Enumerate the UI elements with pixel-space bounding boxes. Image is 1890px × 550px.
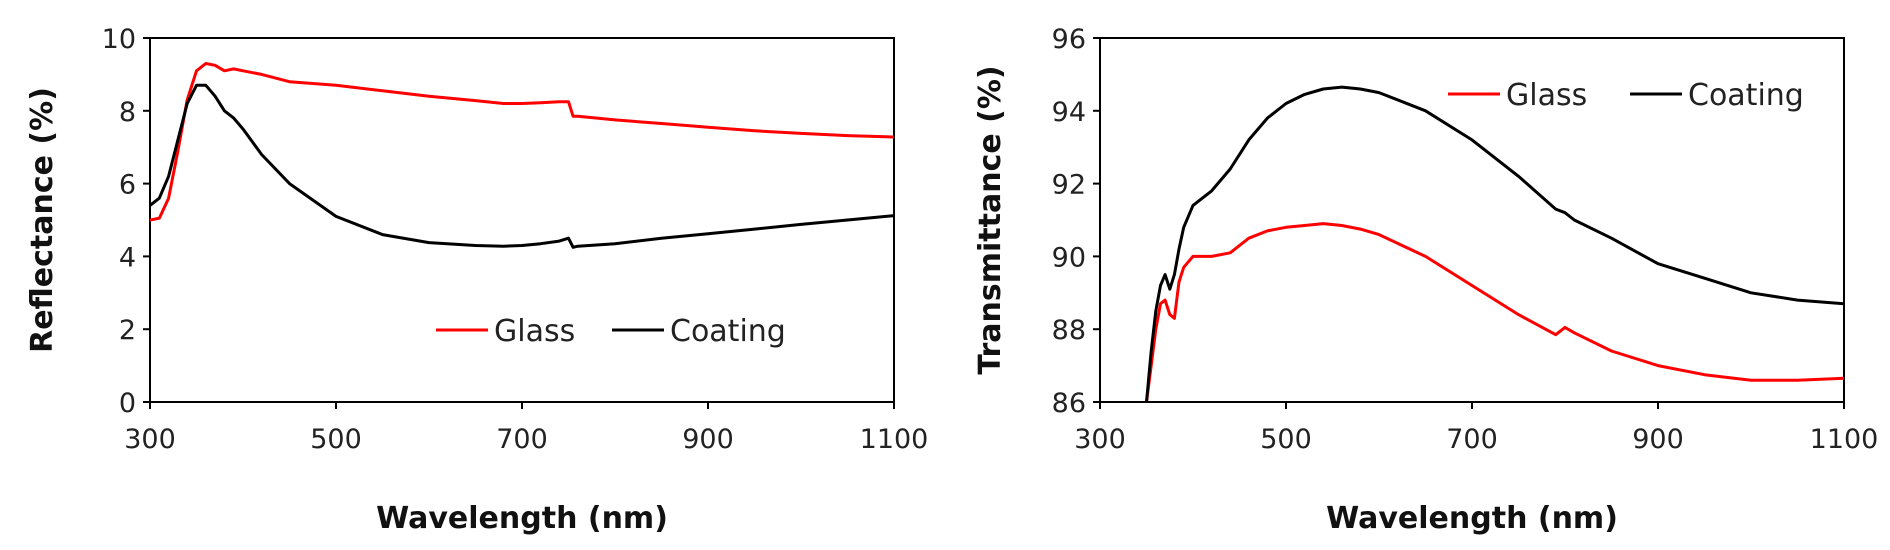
reflectance-y-ticks: 0 2 4 6 8 10: [102, 24, 150, 419]
transmittance-x-tick-label: 300: [1074, 424, 1126, 455]
reflectance-y-tick-label: 10: [102, 24, 136, 55]
reflectance-series-coating: [150, 83, 894, 249]
transmittance-x-tick-label: 1100: [1810, 424, 1879, 455]
transmittance-chart: 86 88 90 92 94 96 300 500 700 900 1100 Wavelength…: [973, 24, 1878, 536]
transmittance-legend: Glass Coating: [1448, 78, 1804, 113]
transmittance-x-tick-label: 500: [1260, 424, 1312, 455]
reflectance-x-tick-label: 900: [682, 424, 734, 455]
transmittance-x-axis-title: Wavelength (nm): [1326, 501, 1618, 536]
reflectance-legend: Glass Coating: [436, 314, 786, 349]
transmittance-legend-coating-label: Coating: [1688, 78, 1804, 113]
reflectance-y-tick-label: 2: [119, 315, 136, 346]
transmittance-y-ticks: 86 88 90 92 94 96: [1052, 24, 1100, 419]
reflectance-x-ticks: 300 500 700 900 1100: [124, 402, 928, 455]
transmittance-x-ticks: 300 500 700 900 1100: [1074, 402, 1878, 455]
reflectance-chart: 0 2 4 6 8 10 300 500 700 900 1100 Wavelength (nm)…: [25, 24, 928, 536]
reflectance-y-tick-label: 0: [119, 388, 136, 419]
transmittance-y-tick-label: 94: [1052, 97, 1086, 128]
transmittance-y-axis-title: Transmittance (%): [973, 65, 1008, 374]
reflectance-x-tick-label: 500: [310, 424, 362, 455]
transmittance-x-tick-label: 900: [1632, 424, 1684, 455]
reflectance-series: [150, 62, 894, 249]
transmittance-y-tick-label: 96: [1052, 24, 1086, 55]
transmittance-series-coating: [1145, 85, 1844, 402]
transmittance-y-tick-label: 92: [1052, 170, 1086, 201]
transmittance-series-glass: [1145, 222, 1844, 402]
transmittance-series: [1145, 85, 1844, 402]
reflectance-series-glass: [150, 62, 894, 222]
reflectance-y-tick-label: 6: [119, 170, 136, 201]
reflectance-legend-glass-label: Glass: [494, 314, 575, 349]
reflectance-y-tick-label: 4: [119, 242, 136, 273]
transmittance-y-tick-label: 90: [1052, 242, 1086, 273]
transmittance-x-tick-label: 700: [1446, 424, 1498, 455]
reflectance-plot-area: [149, 37, 895, 403]
reflectance-y-axis-title: Reflectance (%): [25, 87, 60, 353]
transmittance-y-tick-label: 86: [1052, 388, 1086, 419]
transmittance-legend-glass-label: Glass: [1506, 78, 1587, 113]
reflectance-legend-coating-label: Coating: [670, 314, 786, 349]
reflectance-x-tick-label: 700: [496, 424, 548, 455]
reflectance-x-tick-label: 1100: [860, 424, 929, 455]
reflectance-x-tick-label: 300: [124, 424, 176, 455]
reflectance-y-tick-label: 8: [119, 97, 136, 128]
transmittance-plot-area: [1099, 37, 1845, 403]
transmittance-y-tick-label: 88: [1052, 315, 1086, 346]
reflectance-x-axis-title: Wavelength (nm): [376, 501, 668, 536]
